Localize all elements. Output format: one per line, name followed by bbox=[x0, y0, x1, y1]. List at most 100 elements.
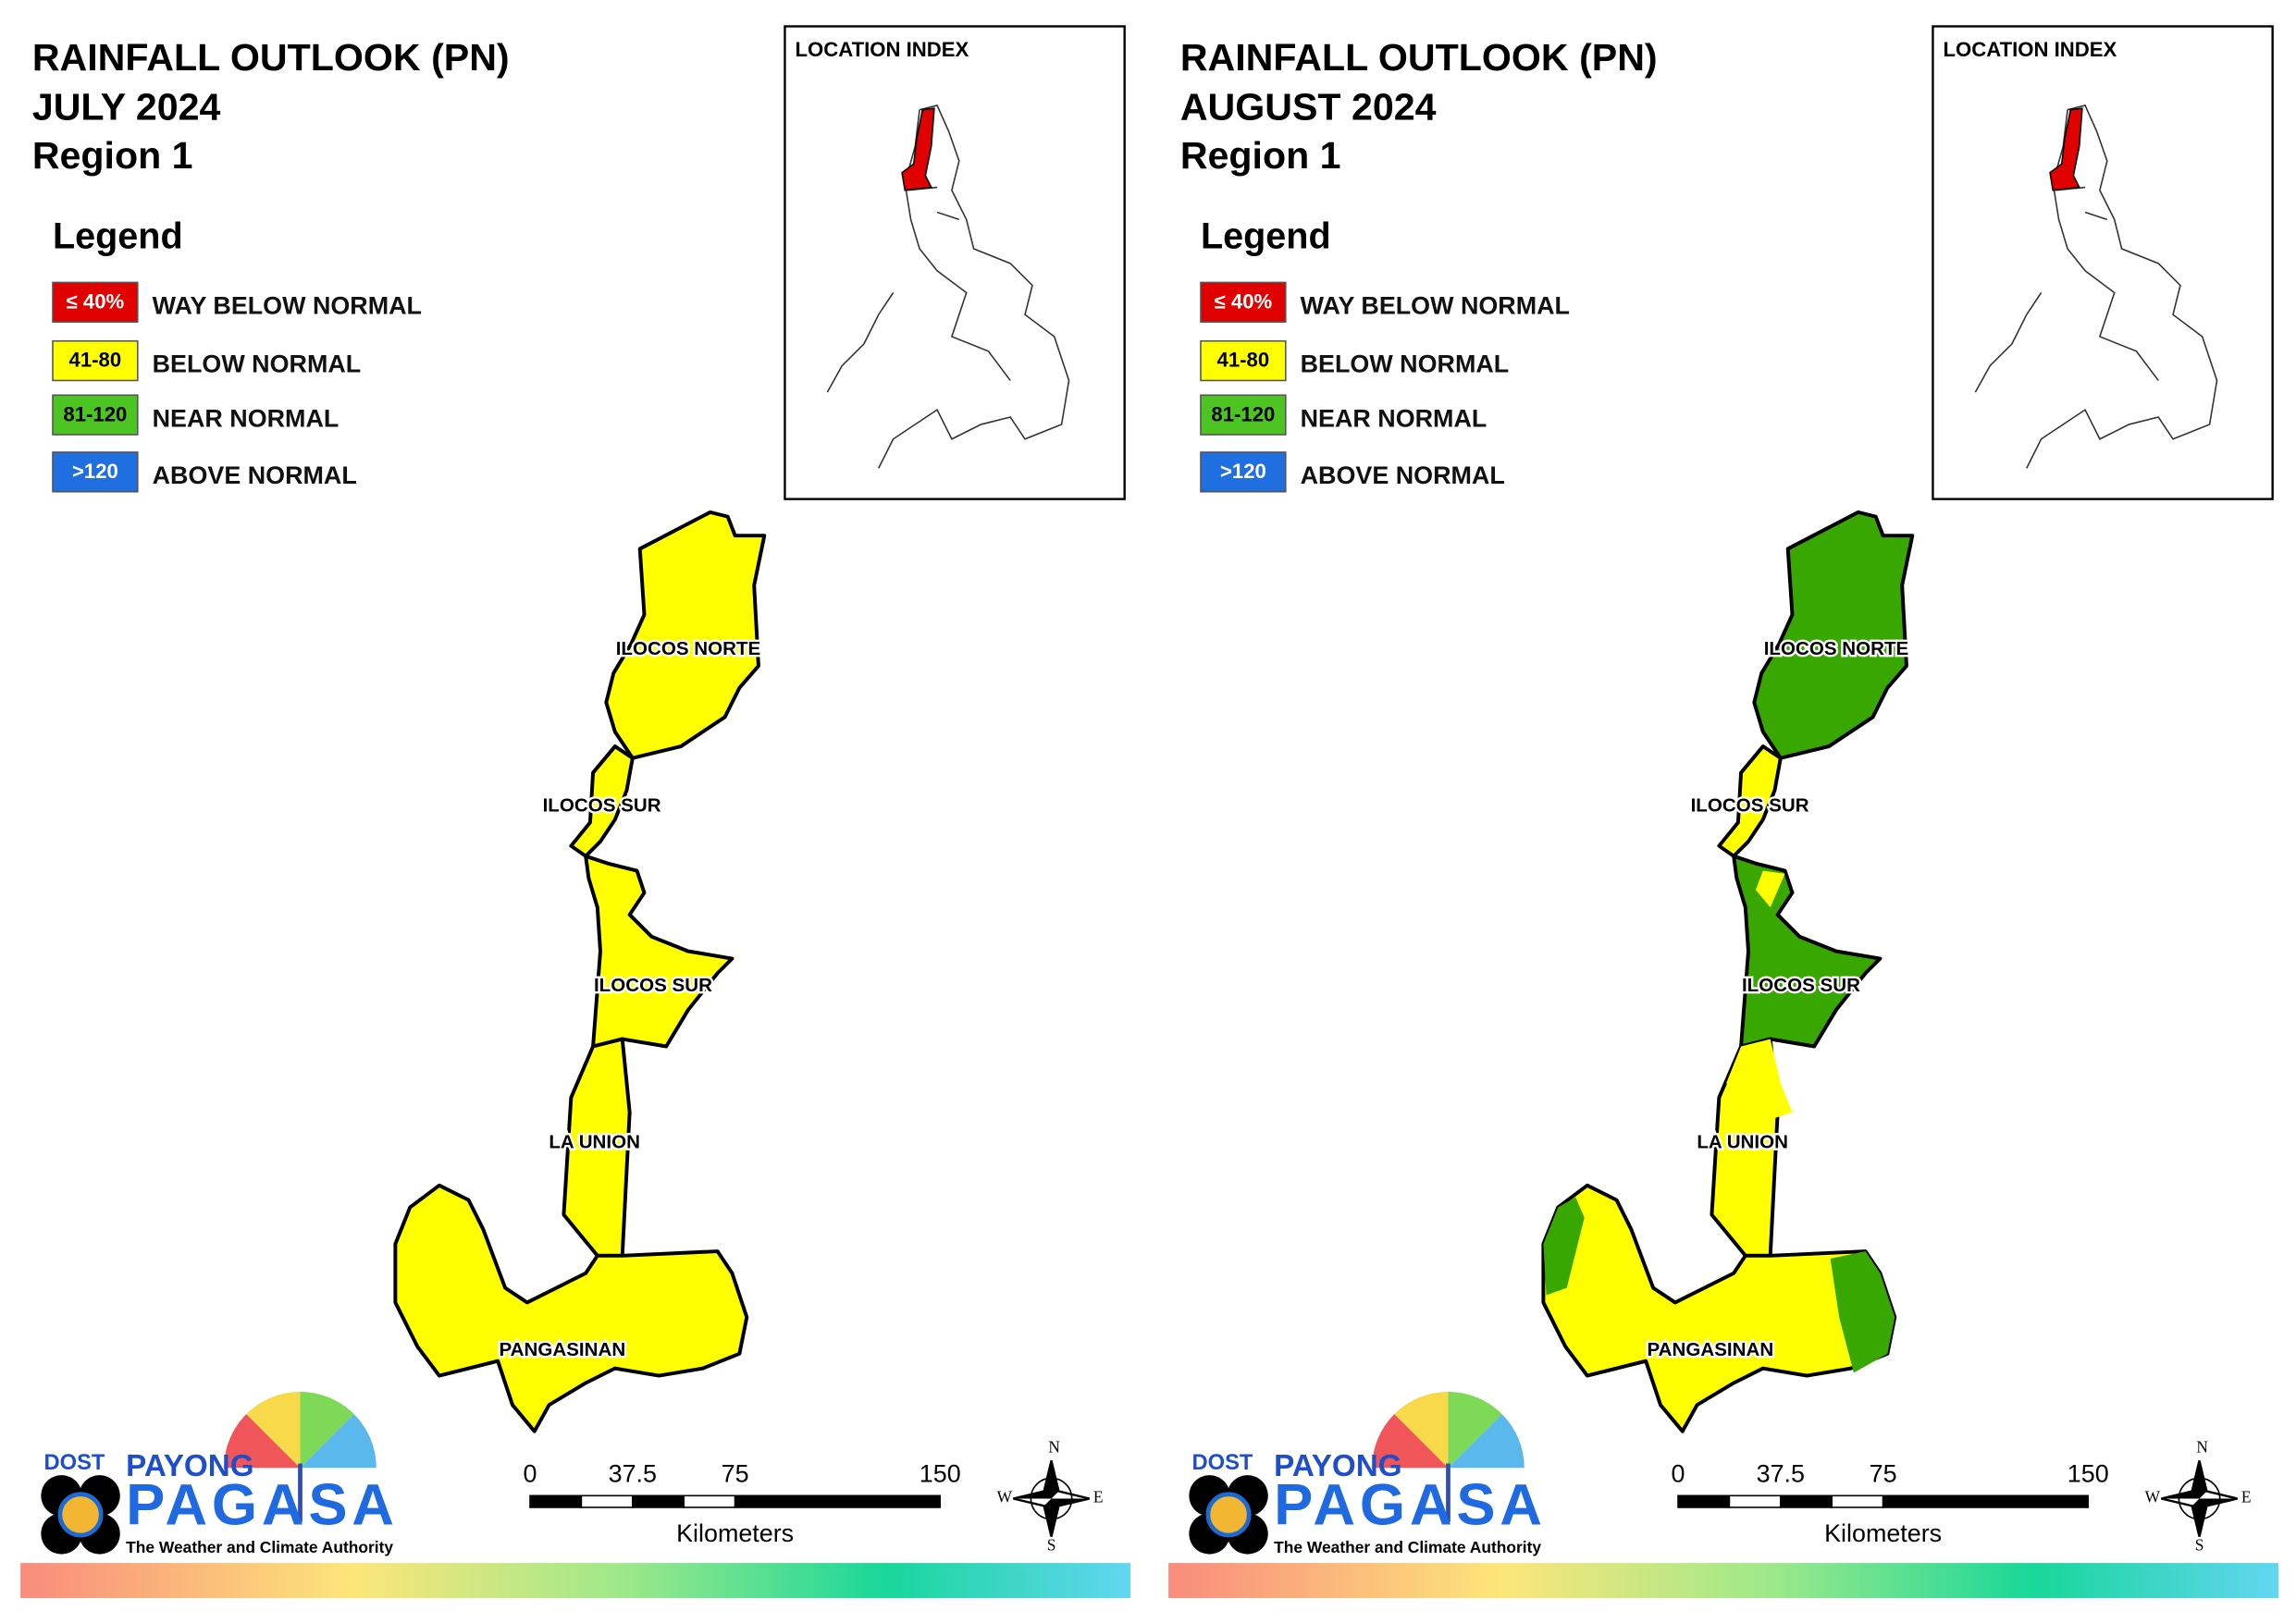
logo-pagasa: PAGASA bbox=[1274, 1472, 1547, 1537]
scale-tick-label: 0 bbox=[1672, 1459, 1685, 1487]
scale-segment bbox=[734, 1494, 942, 1508]
province-label: ILOCOS SUR bbox=[594, 975, 712, 996]
map-title: RAINFALL OUTLOOK (PN) bbox=[1180, 36, 1658, 79]
logo-emblem bbox=[1205, 1492, 1252, 1538]
legend-label: WAY BELOW NORMAL bbox=[1301, 291, 1570, 319]
scale-tick-label: 150 bbox=[2068, 1459, 2109, 1487]
compass-letter: W bbox=[2145, 1487, 2161, 1506]
legend-title: Legend bbox=[1201, 215, 1331, 256]
map-panel: RAINFALL OUTLOOK (PN) JULY 2024 Region 1 Le… bbox=[20, 25, 1131, 1599]
logo-dost: DOST bbox=[1191, 1451, 1253, 1475]
logo-umbrella bbox=[1448, 1391, 1502, 1469]
compass-rose bbox=[2161, 1460, 2238, 1537]
legend-title: Legend bbox=[53, 215, 183, 256]
province bbox=[1752, 510, 1915, 760]
compass-letter: N bbox=[1048, 1438, 1060, 1457]
compass-letter: W bbox=[997, 1487, 1013, 1506]
province-label: ILOCOS NORTE bbox=[1764, 638, 1909, 659]
scale-unit: Kilometers bbox=[1824, 1519, 1942, 1547]
province bbox=[1541, 1183, 1897, 1433]
scale-segment bbox=[1728, 1494, 1782, 1508]
scale-segment bbox=[1882, 1494, 2090, 1508]
compass-letter: E bbox=[2241, 1487, 2252, 1506]
legend-swatch bbox=[52, 339, 139, 382]
province bbox=[393, 1183, 749, 1433]
logo-umbrella bbox=[300, 1414, 376, 1469]
scale-segment bbox=[1677, 1494, 1731, 1508]
province bbox=[584, 854, 734, 1049]
compass-letter: S bbox=[1047, 1536, 1056, 1555]
compass-ring bbox=[1030, 1477, 1073, 1520]
forecast-patch bbox=[1830, 1251, 1895, 1373]
scale-tick-label: 150 bbox=[920, 1459, 961, 1487]
legend-swatch bbox=[1200, 451, 1287, 493]
province bbox=[1717, 744, 1783, 858]
location-index-title: LOCATION INDEX bbox=[796, 38, 969, 61]
scale-segment bbox=[683, 1494, 736, 1508]
forecast-patch bbox=[1726, 1039, 1793, 1127]
scale-tick-label: 75 bbox=[1870, 1459, 1897, 1487]
province bbox=[1732, 854, 1882, 1049]
logo-umbrella bbox=[1394, 1391, 1449, 1469]
legend-range: >120 bbox=[1220, 460, 1266, 483]
location-index-box bbox=[784, 25, 1126, 500]
scale-tick-label: 0 bbox=[524, 1459, 537, 1487]
scale-segment bbox=[1780, 1494, 1833, 1508]
province-label: LA UNION bbox=[1697, 1131, 1788, 1152]
location-index-box bbox=[1932, 25, 2274, 500]
legend-label: ABOVE NORMAL bbox=[153, 461, 357, 489]
color-band bbox=[20, 1563, 1131, 1599]
logo-umbrella bbox=[1448, 1414, 1524, 1469]
legend-swatch bbox=[1200, 394, 1287, 436]
legend-label: BELOW NORMAL bbox=[1301, 350, 1510, 378]
map-title: Region 1 bbox=[32, 134, 193, 177]
scale-segment bbox=[632, 1494, 685, 1508]
logo-tagline: The Weather and Climate Authority bbox=[126, 1538, 393, 1556]
province bbox=[569, 744, 635, 858]
province-label: ILOCOS SUR bbox=[543, 794, 661, 816]
scale-tick-label: 37.5 bbox=[609, 1459, 657, 1487]
province-label: ILOCOS SUR bbox=[1742, 975, 1860, 996]
logo-dost: DOST bbox=[43, 1451, 105, 1475]
legend-swatch bbox=[52, 394, 139, 436]
map-title: AUGUST 2024 bbox=[1180, 86, 1437, 129]
compass-rose bbox=[1013, 1460, 1090, 1537]
legend-range: >120 bbox=[72, 460, 118, 483]
map-panel: RAINFALL OUTLOOK (PN) AUGUST 2024 Region 1… bbox=[1168, 25, 2279, 1599]
province bbox=[604, 510, 767, 760]
map-title: JULY 2024 bbox=[32, 86, 221, 129]
logo-umbrella bbox=[300, 1391, 354, 1469]
legend-range: 41-80 bbox=[1217, 349, 1270, 372]
legend-label: BELOW NORMAL bbox=[153, 350, 362, 378]
map-title: Region 1 bbox=[1180, 134, 1341, 177]
compass-letter: S bbox=[2195, 1536, 2204, 1555]
scale-segment bbox=[580, 1494, 634, 1508]
forecast-patch bbox=[1543, 1197, 1585, 1296]
color-band bbox=[1168, 1563, 2279, 1599]
legend-range: 81-120 bbox=[63, 402, 127, 425]
province-label: PANGASINAN bbox=[499, 1339, 625, 1360]
legend-swatch bbox=[1200, 339, 1287, 382]
logo-tagline: The Weather and Climate Authority bbox=[1274, 1538, 1541, 1556]
logo-payong: PAYONG bbox=[1274, 1449, 1401, 1483]
logo-payong: PAYONG bbox=[126, 1449, 253, 1483]
legend-label: WAY BELOW NORMAL bbox=[153, 291, 422, 319]
legend-label: NEAR NORMAL bbox=[153, 404, 339, 432]
scale-segment bbox=[1831, 1494, 1884, 1508]
province-label: ILOCOS NORTE bbox=[616, 638, 761, 659]
compass-letter: N bbox=[2196, 1438, 2208, 1457]
legend-range: ≤ 40% bbox=[67, 289, 125, 313]
legend-swatch bbox=[52, 281, 139, 323]
location-index-title: LOCATION INDEX bbox=[1944, 38, 2117, 61]
legend-label: NEAR NORMAL bbox=[1301, 404, 1487, 432]
legend-swatch bbox=[1200, 281, 1287, 323]
logo-pagasa: PAGASA bbox=[126, 1472, 399, 1537]
logo-umbrella bbox=[246, 1391, 301, 1469]
map-title: RAINFALL OUTLOOK (PN) bbox=[32, 36, 510, 79]
legend-range: 41-80 bbox=[69, 349, 122, 372]
compass-ring bbox=[2178, 1477, 2221, 1520]
province-label: ILOCOS SUR bbox=[1691, 794, 1809, 816]
scale-tick-label: 37.5 bbox=[1757, 1459, 1805, 1487]
scale-segment bbox=[529, 1494, 583, 1508]
